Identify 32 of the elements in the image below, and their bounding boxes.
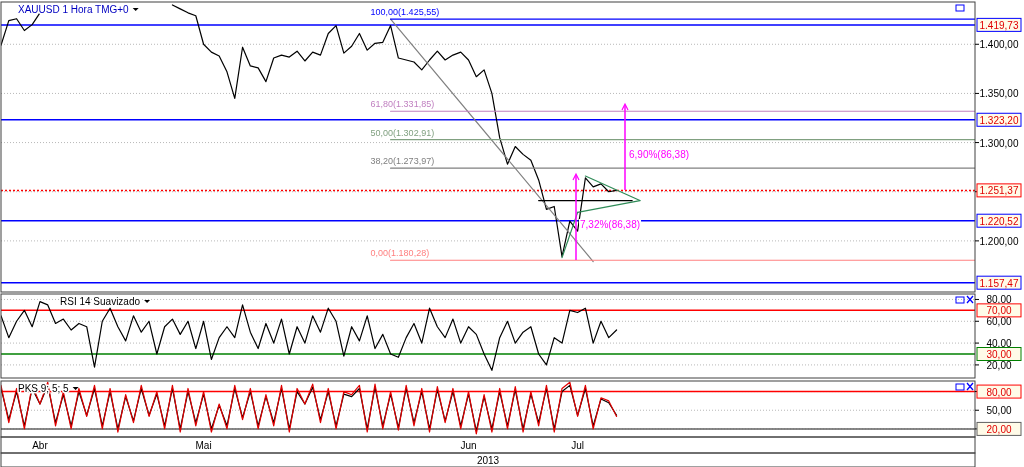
y-tick-label: 40,00 bbox=[986, 338, 1012, 350]
ref-line-label: 1.220,52 bbox=[979, 215, 1019, 227]
annotation: 0,00(1.180,28) bbox=[370, 248, 430, 259]
ref-line-label: 30,00 bbox=[986, 349, 1012, 360]
y-tick-label: 20,00 bbox=[986, 423, 1012, 435]
y-tick-label: 80,00 bbox=[986, 386, 1012, 398]
annotation: 7,32%(86,38) bbox=[580, 219, 641, 230]
chart-title: RSI 14 Suavizado bbox=[60, 296, 141, 307]
annotation: 61,80(1.331,85) bbox=[370, 99, 435, 110]
y-tick-label: 1.350,00 bbox=[979, 88, 1019, 100]
ref-line-label: 1.419,73 bbox=[979, 19, 1019, 31]
y-tick-label: 60,00 bbox=[986, 316, 1012, 328]
chart-title: XAUUSD 1 Hora TMG+0 bbox=[18, 4, 130, 15]
x-tick-label: Jul bbox=[571, 440, 585, 451]
annotation: 6,90%(86,38) bbox=[629, 149, 690, 160]
ref-line-label: 1.157,47 bbox=[979, 277, 1019, 289]
y-tick-label: 50,00 bbox=[986, 405, 1012, 417]
annotation: 38,20(1.273,97) bbox=[370, 156, 435, 167]
y-tick-label: 1.400,00 bbox=[979, 39, 1019, 51]
x-tick-label: Jun bbox=[460, 440, 477, 451]
ref-line-label: 1.323,20 bbox=[979, 114, 1019, 126]
y-tick-label: 20,00 bbox=[986, 359, 1012, 371]
y-tick-label: 1.300,00 bbox=[979, 137, 1019, 149]
x-axis-title: 2013 bbox=[476, 455, 500, 466]
ref-line-label: 1.251,37 bbox=[979, 185, 1019, 197]
y-tick-label: 1.200,00 bbox=[979, 235, 1019, 247]
y-tick-label: 80,00 bbox=[986, 294, 1012, 306]
x-tick-label: Mai bbox=[195, 440, 212, 451]
annotation: 50,00(1.302,91) bbox=[370, 127, 435, 138]
annotation: 100,00(1.425,55) bbox=[370, 7, 440, 18]
ref-line-label: 70,00 bbox=[986, 305, 1012, 317]
x-tick-label: Abr bbox=[32, 440, 49, 451]
